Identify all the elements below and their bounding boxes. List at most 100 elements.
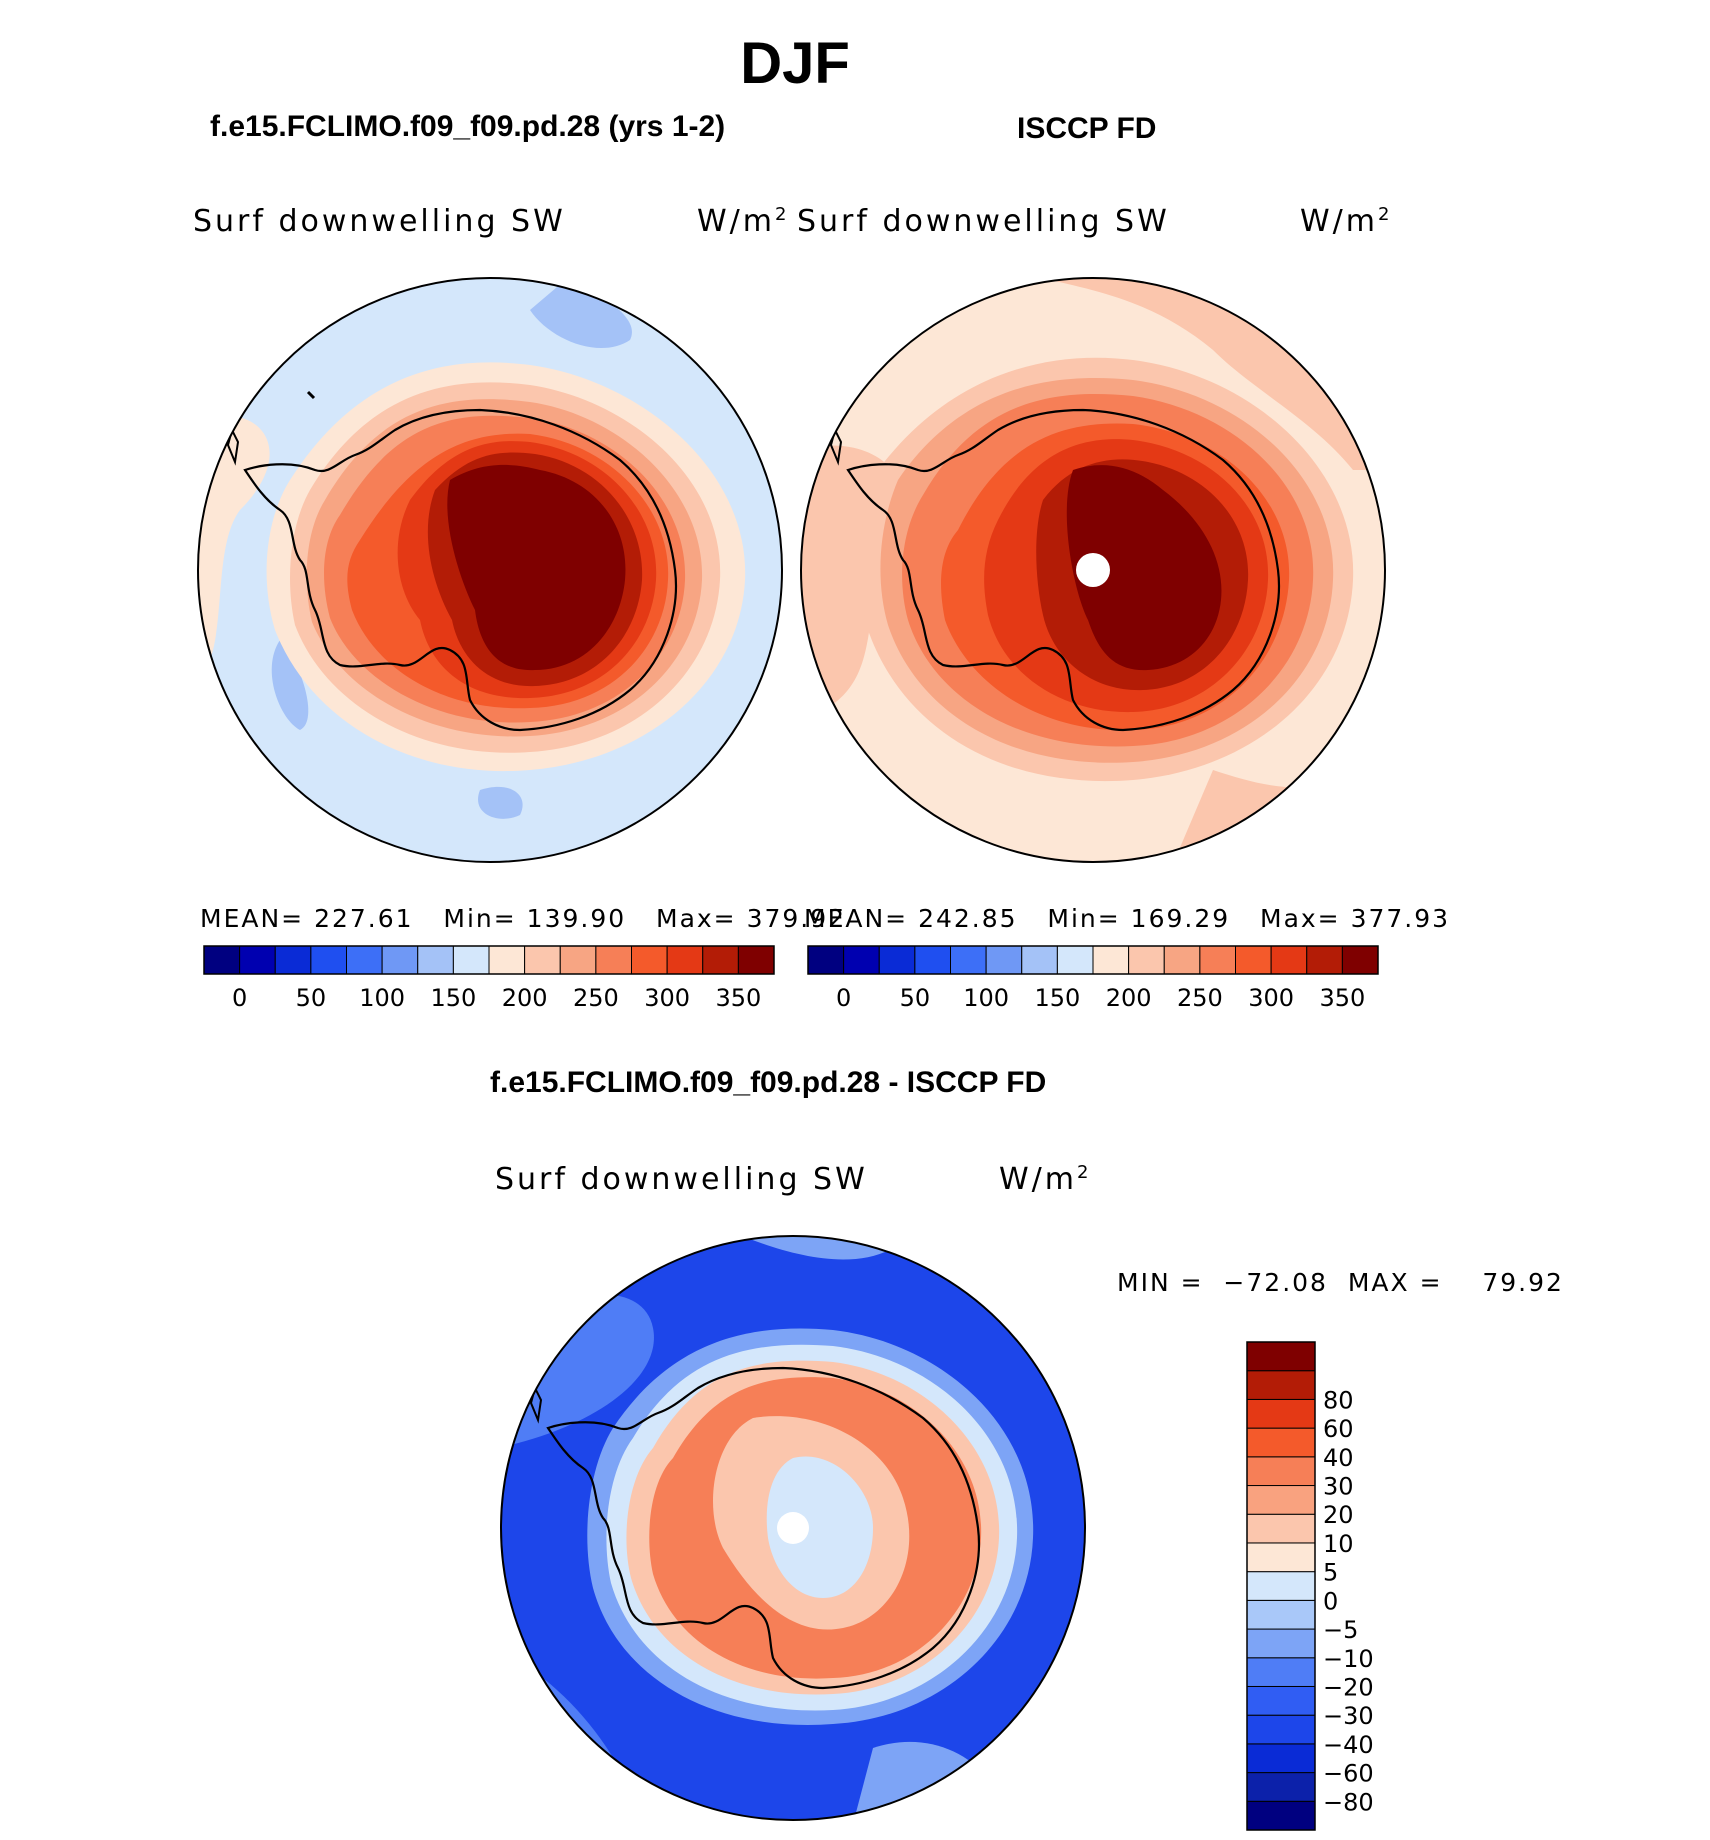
colorbar-tick-label: 40: [1323, 1444, 1354, 1472]
colorbar-tick-label: −30: [1323, 1702, 1374, 1730]
colorbar-swatch: [1021, 945, 1058, 975]
antarctica-coastline: [546, 1366, 980, 1690]
colorbar-swatch: [1128, 945, 1165, 975]
colorbar-tick-label: 300: [1248, 984, 1294, 1012]
colorbar-swatch: [381, 945, 419, 975]
panel-left-stats: MEAN= 227.61 Min= 139.90 Max= 379.92: [200, 904, 846, 933]
antarctica-coastline: [846, 408, 1280, 732]
colorbar-tick-label: 350: [1319, 984, 1365, 1012]
units-exponent: 2: [1077, 1162, 1092, 1183]
units-text: W/m: [1300, 204, 1378, 239]
colorbar-tick-label: −60: [1323, 1760, 1374, 1788]
colorbar-swatch: [595, 945, 632, 975]
colorbar-model: 0 50 100 150 200 250 300 350: [203, 945, 775, 1012]
colorbar-swatch: [1246, 1743, 1316, 1774]
ocean-patch: [271, 640, 309, 730]
colorbar-frame: [807, 945, 1379, 975]
colorbar-tick-label: 20: [1323, 1501, 1354, 1529]
colorbar-tick-label: −80: [1323, 1788, 1374, 1816]
map-difference: [500, 1235, 1086, 1821]
colorbar-tick-label: 50: [900, 984, 931, 1012]
max-label: Max=: [656, 904, 737, 933]
map-boundary: [800, 277, 1386, 863]
colorbar-swatch: [1246, 1542, 1316, 1573]
colorbar-swatch: [843, 945, 880, 975]
colorbar-swatch: [524, 945, 561, 975]
colorbar-tick-label: 10: [1323, 1530, 1354, 1558]
mean-label: MEAN=: [200, 904, 305, 933]
colorbar-tick-label: −20: [1323, 1673, 1374, 1701]
colorbar-tick-label: 350: [715, 984, 761, 1012]
max-label: Max=: [1260, 904, 1341, 933]
diff-title: f.e15.FCLIMO.f09_f09.pd.28 - ISCCP FD: [490, 1066, 1047, 1099]
colorbar-swatch: [346, 945, 383, 975]
colorbar-tick-label: −10: [1323, 1645, 1374, 1673]
figure-title: DJF: [740, 31, 850, 96]
mean-value: 227.61: [314, 904, 414, 933]
colorbar-swatch: [878, 945, 916, 975]
colorbar-swatch: [737, 945, 775, 975]
colorbar-tick-label: 0: [836, 984, 851, 1012]
colorbar-swatch: [807, 945, 845, 975]
panel-left-variable: Surf downwelling SW: [193, 204, 566, 239]
colorbar-swatch: [239, 945, 276, 975]
colorbar-swatch: [1246, 1571, 1316, 1601]
colorbar-tick-label: 100: [359, 984, 405, 1012]
panel-left-units: W/m2: [697, 204, 789, 239]
colorbar-swatch: [1246, 1341, 1316, 1372]
colorbar-swatch: [1246, 1427, 1316, 1458]
colorbar-observed: 0 50 100 150 200 250 300 350: [807, 945, 1379, 1012]
mean-value: 242.85: [918, 904, 1018, 933]
colorbar-tick-label: 5: [1323, 1559, 1338, 1587]
colorbar-swatch: [666, 945, 704, 975]
colorbar-tick-label: −5: [1323, 1616, 1358, 1644]
colorbar-swatch: [559, 945, 597, 975]
colorbar-tick-label: −40: [1323, 1731, 1374, 1759]
colorbar-tick-label: 150: [1034, 984, 1080, 1012]
colorbar-swatch: [1246, 1398, 1316, 1429]
colorbar-tick-label: 250: [1177, 984, 1223, 1012]
panel-left-title: f.e15.FCLIMO.f09_f09.pd.28 (yrs 1-2): [210, 110, 726, 143]
colorbar-swatch: [203, 945, 241, 975]
diff-minmax: MIN = −72.08 MAX = 79.92: [1117, 1268, 1564, 1297]
colorbar-swatch: [1056, 945, 1094, 975]
ocean-patch: [530, 278, 632, 348]
colorbar-tick-label: 150: [430, 984, 476, 1012]
colorbar-swatch: [1246, 1714, 1316, 1745]
units-text: W/m: [697, 204, 775, 239]
max-value: 379.92: [746, 904, 847, 933]
colorbar-swatch: [702, 945, 739, 975]
colorbar-swatch: [1246, 1628, 1316, 1659]
colorbar-swatch: [488, 945, 526, 975]
colorbar-tick-label: 200: [1106, 984, 1152, 1012]
colorbar-tick-label: 100: [963, 984, 1009, 1012]
colorbar-swatch: [1092, 945, 1130, 975]
colorbar-tick-label: 30: [1323, 1473, 1354, 1501]
colorbar-swatch: [914, 945, 951, 975]
panel-right-title: ISCCP FD: [1017, 112, 1157, 145]
colorbar-swatch: [631, 945, 668, 975]
colorbar-swatch: [1246, 1657, 1316, 1687]
panel-right-stats: MEAN= 242.85 Min= 169.29 Max= 377.93: [804, 904, 1450, 933]
colorbar-swatch: [1246, 1599, 1316, 1630]
map-boundary: [500, 1235, 1086, 1821]
colorbar-tick-label: 0: [1323, 1587, 1338, 1615]
min-value: 139.90: [526, 904, 627, 933]
map-observed: [800, 277, 1386, 863]
units-exponent: 2: [1378, 204, 1393, 225]
map-model: [197, 277, 783, 863]
colorbar-swatch: [1341, 945, 1379, 975]
min-label: Min=: [443, 904, 517, 933]
colorbar-tick-label: 200: [502, 984, 548, 1012]
colorbar-swatch: [1199, 945, 1236, 975]
map-boundary: [197, 277, 783, 863]
antarctica-coastline: [243, 408, 677, 732]
pole-hole: [1076, 553, 1110, 587]
panel-right-units: W/m2: [1300, 204, 1392, 239]
panel-right-variable: Surf downwelling SW: [797, 204, 1170, 239]
units-exponent: 2: [775, 204, 790, 225]
colorbar-swatch: [452, 945, 490, 975]
colorbar-frame: [1246, 1341, 1316, 1831]
ocean-patch: [478, 786, 523, 819]
